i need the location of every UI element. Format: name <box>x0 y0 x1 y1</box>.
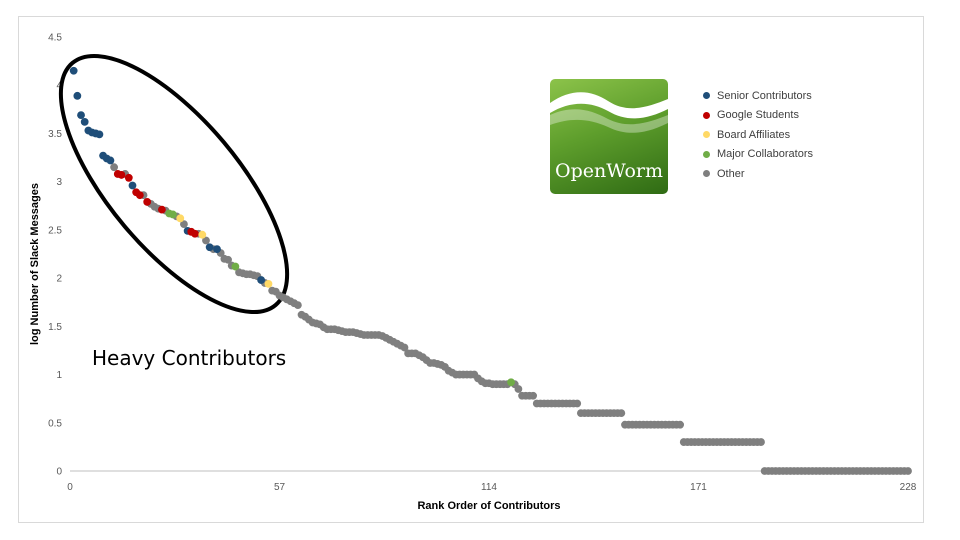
data-point <box>157 205 166 214</box>
heavy-contributors-ellipse <box>58 53 290 315</box>
data-point <box>400 343 409 352</box>
x-tick-label: 57 <box>274 482 286 493</box>
data-point <box>264 279 273 288</box>
x-tick-label: 171 <box>690 482 707 493</box>
legend-marker <box>703 92 710 100</box>
legend-item: Senior Contributors <box>703 86 813 106</box>
y-tick-label: 4.5 <box>48 33 62 44</box>
data-point <box>529 391 538 400</box>
legend-label: Board Affiliates <box>717 128 791 141</box>
legend-marker <box>703 111 710 119</box>
legend-label: Senior Contributors <box>717 89 812 102</box>
data-point <box>507 378 515 387</box>
chart-legend: Senior Contributors Google Students Board … <box>703 86 813 184</box>
y-tick-label: 3 <box>56 177 62 188</box>
data-point <box>202 236 210 245</box>
data-point <box>69 66 78 75</box>
y-tick-label: 0 <box>56 467 62 478</box>
data-point <box>617 409 626 418</box>
y-tick-label: 1 <box>56 370 62 381</box>
data-point <box>169 210 177 219</box>
y-tick-label: 2.5 <box>48 225 62 236</box>
x-tick-label: 228 <box>900 482 917 493</box>
data-point <box>757 438 765 446</box>
data-point <box>257 276 266 284</box>
data-point <box>176 214 185 223</box>
data-point <box>904 467 912 475</box>
data-point <box>135 191 144 200</box>
data-point <box>73 91 82 100</box>
legend-marker <box>703 131 710 139</box>
data-point <box>293 301 302 310</box>
data-point <box>80 117 89 126</box>
data-point <box>143 198 152 206</box>
y-tick-label: 1.5 <box>48 322 62 333</box>
data-point <box>198 230 207 239</box>
y-tick-label: 0.5 <box>48 418 62 429</box>
x-tick-label: 114 <box>481 482 497 493</box>
legend-item: Board Affiliates <box>703 125 813 145</box>
data-point <box>213 245 221 254</box>
data-point <box>77 111 85 120</box>
data-point <box>180 220 188 229</box>
data-point <box>124 173 133 182</box>
annotation-heavy-contributors: Heavy Contributors <box>92 346 287 370</box>
data-point <box>514 385 523 393</box>
data-point <box>117 171 126 179</box>
x-tick-label: 0 <box>67 482 73 493</box>
legend-marker <box>703 170 710 178</box>
data-point <box>95 130 104 139</box>
data-point <box>128 181 137 190</box>
openworm-logo: OpenWorm <box>550 79 668 194</box>
y-tick-label: 3.5 <box>48 129 62 140</box>
legend-item: Major Collaborators <box>703 145 813 165</box>
y-axis-title: log Number of Slack Messages <box>29 183 41 345</box>
data-point <box>205 243 214 252</box>
data-point <box>231 262 240 271</box>
y-tick-label: 2 <box>56 274 62 285</box>
legend-item: Other <box>703 164 813 184</box>
data-point <box>106 156 115 165</box>
data-point <box>224 255 232 264</box>
data-point <box>676 420 685 429</box>
legend-label: Other <box>717 167 745 180</box>
legend-label: Major Collaborators <box>717 148 813 161</box>
legend-item: Google Students <box>703 106 813 126</box>
logo-text: OpenWorm <box>555 160 663 182</box>
legend-marker <box>703 150 710 158</box>
data-point <box>110 163 119 172</box>
data-point <box>573 399 582 408</box>
data-point <box>191 229 199 238</box>
x-axis-title: Rank Order of Contributors <box>417 500 560 512</box>
legend-label: Google Students <box>717 109 799 122</box>
